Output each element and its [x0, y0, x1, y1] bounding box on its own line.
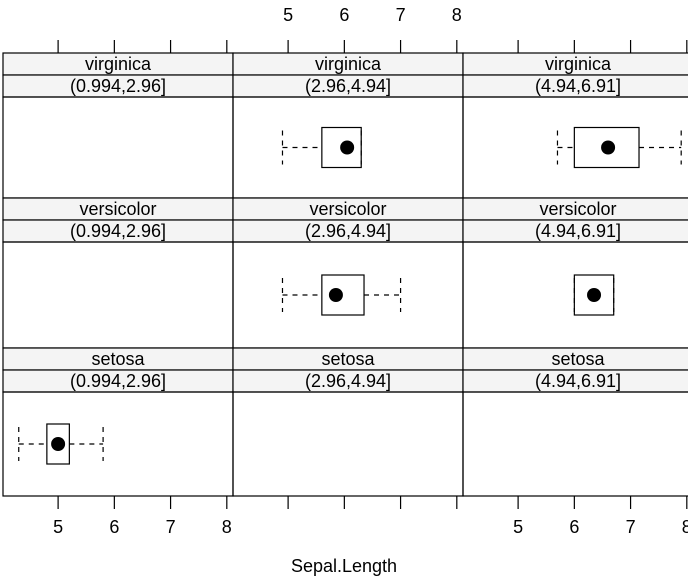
strip-label: (2.96,4.94] — [305, 76, 391, 96]
panel — [462, 96, 688, 199]
strip-label: virginica — [315, 54, 382, 74]
x-tick-label: 5 — [283, 5, 293, 25]
strip-label: versicolor — [79, 199, 156, 219]
strip-label: (2.96,4.94] — [305, 221, 391, 241]
panel — [462, 241, 688, 349]
x-tick-label: 6 — [569, 517, 579, 537]
median-dot — [340, 140, 355, 155]
box — [46, 423, 70, 465]
x-axis-label: Sepal.Length — [291, 556, 397, 576]
x-tick-label: 6 — [109, 517, 119, 537]
strip-label: versicolor — [539, 199, 616, 219]
box — [321, 274, 365, 316]
strip-label: versicolor — [309, 199, 386, 219]
strip-label: (2.96,4.94] — [305, 371, 391, 391]
strip-label: (0.994,2.96] — [70, 221, 166, 241]
strip-label: setosa — [321, 349, 375, 369]
x-tick-label: 6 — [339, 5, 349, 25]
panel — [2, 241, 234, 349]
strip-label: (4.94,6.91] — [535, 76, 621, 96]
strip-label: (4.94,6.91] — [535, 221, 621, 241]
box — [321, 126, 362, 169]
strip-label: setosa — [91, 349, 145, 369]
strip-label: setosa — [551, 349, 605, 369]
median-dot — [601, 140, 616, 155]
panel — [232, 241, 464, 349]
box — [573, 274, 615, 316]
strip-label: virginica — [85, 54, 152, 74]
box — [573, 126, 640, 169]
strip-label: (4.94,6.91] — [535, 371, 621, 391]
panel — [2, 96, 234, 199]
panel — [462, 391, 688, 497]
median-dot — [51, 437, 66, 451]
x-tick-label: 5 — [513, 517, 523, 537]
x-tick-label: 8 — [682, 517, 688, 537]
x-tick-label: 7 — [626, 517, 636, 537]
panel — [232, 391, 464, 497]
strip-label: (0.994,2.96] — [70, 76, 166, 96]
x-tick-label: 8 — [452, 5, 462, 25]
strip-label: (0.994,2.96] — [70, 371, 166, 391]
x-tick-label: 5 — [53, 517, 63, 537]
x-tick-label: 8 — [222, 517, 232, 537]
panel — [2, 391, 234, 497]
x-tick-label: 7 — [396, 5, 406, 25]
strip-label: virginica — [545, 54, 612, 74]
x-tick-label: 7 — [166, 517, 176, 537]
median-dot — [328, 288, 343, 302]
median-dot — [587, 288, 602, 302]
